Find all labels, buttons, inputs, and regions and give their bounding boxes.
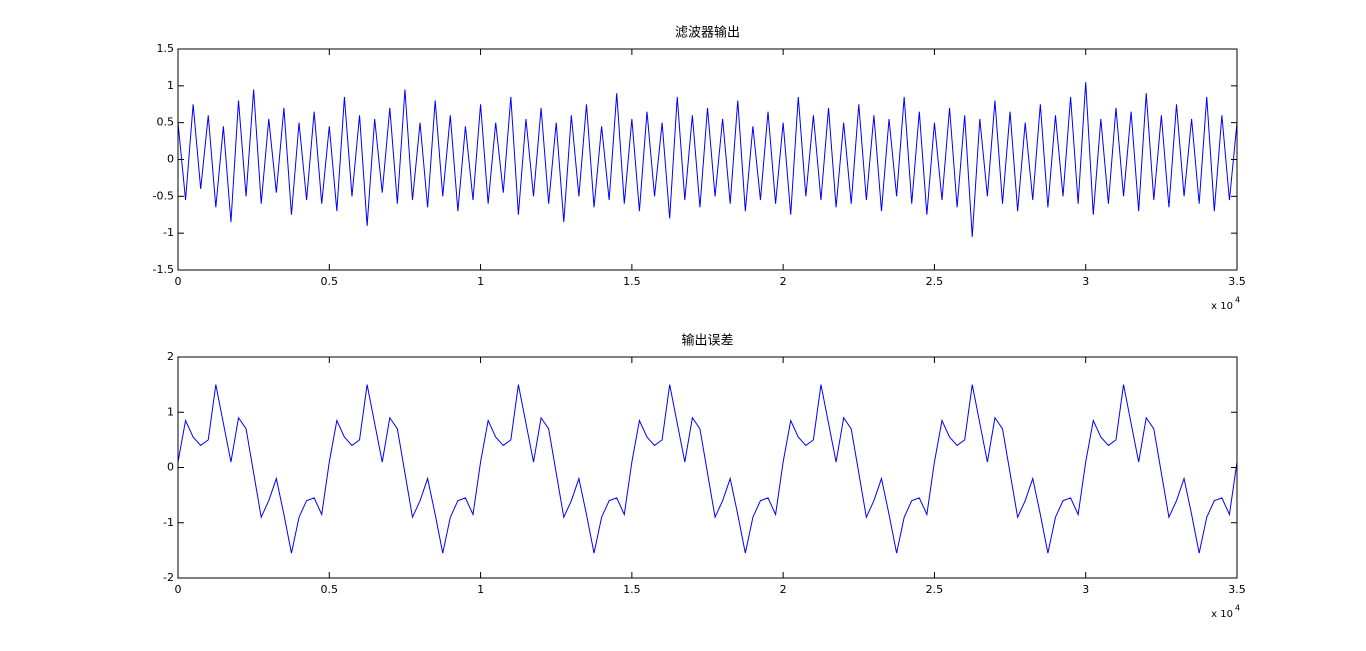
y-tick-label: 0.5 [157, 116, 175, 129]
x-tick-label: 1.5 [623, 275, 641, 288]
x-tick-label: 2.5 [926, 583, 944, 596]
x-exponent: 4 [1235, 296, 1240, 305]
plot-area [178, 357, 1237, 578]
x-tick-label: 0 [175, 275, 182, 288]
y-tick-label: 0 [167, 461, 174, 474]
x-tick-label: 2 [780, 275, 787, 288]
x-tick-label: 0.5 [321, 583, 339, 596]
y-tick-label: 1 [167, 79, 174, 92]
chart-title: 滤波器输出 [675, 25, 740, 41]
y-tick-label: -1 [163, 516, 174, 529]
data-line [178, 384, 1237, 554]
y-tick-label: 1 [167, 405, 174, 418]
y-tick-label: -1.5 [153, 263, 174, 276]
y-tick-label: 1.5 [157, 42, 175, 55]
x-tick-label: 3 [1082, 275, 1089, 288]
x-tick-label: 1.5 [623, 583, 641, 596]
y-tick-label: -1 [163, 226, 174, 239]
x-tick-label: 2 [780, 583, 787, 596]
x-tick-label: 3.5 [1228, 275, 1246, 288]
x-tick-label: 2.5 [926, 275, 944, 288]
x-tick-label: 0.5 [321, 275, 339, 288]
x-tick-label: 3 [1082, 583, 1089, 596]
x-tick-label: 0 [175, 583, 182, 596]
chart-title: 输出误差 [681, 333, 733, 349]
y-tick-label: -0.5 [153, 189, 174, 202]
plot-area [178, 49, 1237, 270]
x-exponent-base: x 10 [1211, 301, 1233, 312]
x-tick-label: 3.5 [1228, 583, 1246, 596]
y-tick-label: 2 [167, 350, 174, 363]
x-tick-label: 1 [477, 275, 484, 288]
x-exponent: 4 [1235, 604, 1240, 613]
x-tick-label: 1 [477, 583, 484, 596]
data-line [178, 82, 1237, 237]
y-tick-label: -2 [163, 571, 174, 584]
y-tick-label: 0 [167, 153, 174, 166]
x-exponent-base: x 10 [1211, 609, 1233, 620]
